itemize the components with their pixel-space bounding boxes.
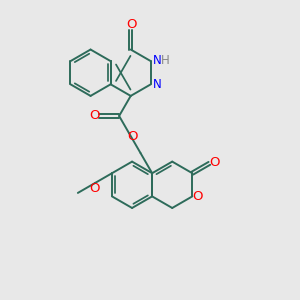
Text: O: O — [89, 182, 100, 195]
Text: O: O — [192, 190, 203, 203]
Text: N: N — [153, 78, 162, 92]
Text: O: O — [126, 18, 136, 31]
Text: H: H — [160, 54, 169, 67]
Text: O: O — [209, 156, 220, 169]
Text: O: O — [89, 109, 99, 122]
Text: N: N — [153, 54, 162, 67]
Text: O: O — [127, 130, 138, 143]
